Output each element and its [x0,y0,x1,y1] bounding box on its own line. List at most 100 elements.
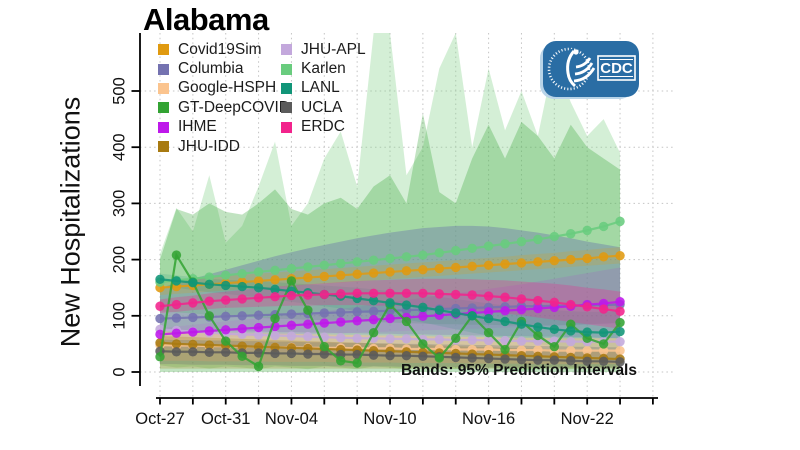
series-point-karlen [451,245,461,256]
series-point-gt-deepcovid [451,333,461,343]
series-point-columbia [171,313,182,323]
series-point-gt-deepcovid [303,305,313,315]
series-point-erdc [336,289,346,299]
series-point-ucla [598,356,609,367]
legend-swatch-icon [158,121,169,133]
series-point-erdc [566,299,576,310]
series-point-erdc [500,292,510,302]
series-point-ihme [303,319,313,329]
series-point-covid19sim [253,276,264,286]
series-point-karlen [566,229,576,239]
series-point-ucla [451,352,461,363]
series-point-covid19sim [516,258,527,268]
legend-item-ucla: UCLA [281,98,366,117]
legend-column-1: Covid19Sim Columbia Google-HSPH GT-DeepCOVI… [158,40,290,156]
legend-item-columbia: Columbia [158,59,267,78]
legend-swatch-icon [158,141,169,153]
series-point-erdc [352,288,362,299]
series-point-karlen [598,221,609,232]
series-point-ucla [221,347,231,358]
series-point-erdc [319,289,329,300]
legend-swatch-icon [281,121,292,133]
legend-label: Covid19Sim [178,40,262,58]
series-point-lanl [451,308,461,318]
series-point-erdc [483,291,494,301]
series-point-ihme [483,307,494,317]
series-point-karlen [549,231,560,242]
series-point-ihme [533,303,543,314]
series-point-karlen [237,268,247,279]
legend-item-google-hsph: Google-HSPH [158,79,276,98]
series-point-jhu-apl [516,336,527,346]
series-point-columbia [253,310,264,320]
series-point-gt-deepcovid [336,356,346,366]
series-point-ucla [566,356,576,366]
series-point-covid19sim [368,268,379,278]
legend: Covid19Sim Columbia Google-HSPH GT-DeepCOVI… [158,40,366,156]
series-point-covid19sim [319,271,329,282]
series-point-jhu-idd [171,339,182,349]
series-point-ucla [582,356,592,367]
series-point-gt-deepcovid [418,339,428,349]
series-point-lanl [615,326,625,337]
series-point-erdc [516,294,527,304]
y-tick-label: 100 [110,302,128,330]
series-point-karlen [286,263,297,274]
series-point-ucla [303,349,313,359]
hhs-eagle-icon [547,47,596,91]
series-point-erdc [467,290,477,300]
series-point-erdc [237,294,247,304]
series-point-jhu-apl [483,335,494,346]
series-point-jhu-apl [286,331,297,341]
legend-item-erdc: ERDC [281,118,366,137]
legend-item-covid19sim: Covid19Sim [158,40,267,59]
series-point-covid19sim [582,253,592,264]
legend-item-ihme: IHME [158,118,267,137]
series-point-covid19sim [500,259,510,269]
series-point-ihme [188,327,198,337]
x-tick-label: Nov-10 [363,410,416,428]
y-tick-label: 500 [110,77,128,105]
legend-item-karlen: Karlen [281,59,366,78]
series-point-karlen [221,270,231,281]
legend-swatch-icon [158,44,169,56]
series-point-covid19sim [336,270,346,281]
series-point-lanl [483,313,494,324]
legend-label: ERDC [301,118,345,136]
series-point-lanl [598,327,609,338]
series-point-covid19sim [566,254,576,265]
series-point-karlen [368,255,379,265]
series-point-gt-deepcovid [434,353,445,363]
series-point-jhu-apl [500,335,510,346]
series-point-covid19sim [483,260,494,270]
y-tick-label: 300 [110,190,128,218]
series-point-erdc [155,301,165,311]
series-point-jhu-apl [270,330,280,341]
series-point-lanl [582,327,592,337]
series-point-jhu-idd [204,340,214,350]
series-point-covid19sim [270,275,280,285]
series-point-ucla [516,354,527,365]
series-point-google-hsph [598,345,609,356]
cdc-logo-text: CDC [600,60,633,77]
series-point-lanl [221,280,231,291]
series-point-lanl [549,324,560,334]
series-point-erdc [171,299,182,310]
series-point-gt-deepcovid [319,342,329,352]
series-point-lanl [171,276,182,286]
series-point-ihme [500,306,510,316]
series-point-gt-deepcovid [483,327,494,338]
series-point-ihme [418,311,428,322]
series-point-lanl [500,316,510,327]
series-point-erdc [221,295,231,305]
legend-swatch-icon [281,82,292,94]
cdc-logo: CDC [540,41,639,99]
series-point-erdc [253,293,264,303]
series-point-karlen [483,241,494,251]
series-point-jhu-apl [615,336,625,347]
series-point-karlen [253,267,264,277]
series-point-covid19sim [549,256,560,266]
series-point-jhu-apl [401,334,412,344]
series-point-karlen [434,248,445,258]
series-point-covid19sim [615,250,625,261]
